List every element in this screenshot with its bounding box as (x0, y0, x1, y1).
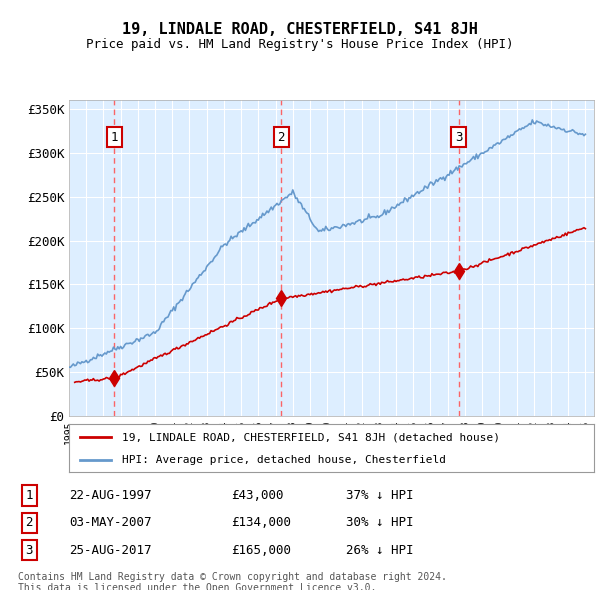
Text: 1: 1 (110, 130, 118, 143)
Text: 19, LINDALE ROAD, CHESTERFIELD, S41 8JH (detached house): 19, LINDALE ROAD, CHESTERFIELD, S41 8JH … (121, 432, 499, 442)
Text: 19, LINDALE ROAD, CHESTERFIELD, S41 8JH: 19, LINDALE ROAD, CHESTERFIELD, S41 8JH (122, 22, 478, 37)
Text: HPI: Average price, detached house, Chesterfield: HPI: Average price, detached house, Ches… (121, 455, 445, 465)
Text: 3: 3 (455, 130, 463, 143)
Text: 03-MAY-2007: 03-MAY-2007 (70, 516, 152, 529)
Text: Price paid vs. HM Land Registry's House Price Index (HPI): Price paid vs. HM Land Registry's House … (86, 38, 514, 51)
Text: 2: 2 (26, 516, 33, 529)
Text: £165,000: £165,000 (231, 543, 291, 556)
Text: £134,000: £134,000 (231, 516, 291, 529)
Text: 3: 3 (26, 543, 33, 556)
Text: This data is licensed under the Open Government Licence v3.0.: This data is licensed under the Open Gov… (18, 583, 376, 590)
Text: 26% ↓ HPI: 26% ↓ HPI (346, 543, 413, 556)
Text: 37% ↓ HPI: 37% ↓ HPI (346, 489, 413, 502)
Text: Contains HM Land Registry data © Crown copyright and database right 2024.: Contains HM Land Registry data © Crown c… (18, 572, 447, 582)
Text: 22-AUG-1997: 22-AUG-1997 (70, 489, 152, 502)
Text: 1: 1 (26, 489, 33, 502)
Text: £43,000: £43,000 (231, 489, 283, 502)
Text: 25-AUG-2017: 25-AUG-2017 (70, 543, 152, 556)
Text: 30% ↓ HPI: 30% ↓ HPI (346, 516, 413, 529)
Text: 2: 2 (277, 130, 285, 143)
